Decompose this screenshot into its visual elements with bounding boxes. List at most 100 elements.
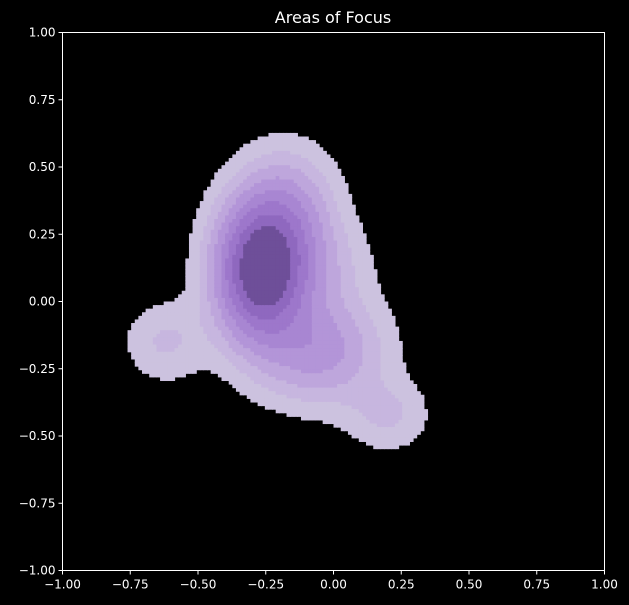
density-cell xyxy=(311,330,317,335)
density-cell xyxy=(149,344,154,349)
density-cell xyxy=(192,254,197,260)
density-cell xyxy=(214,219,219,224)
density-cell xyxy=(340,233,345,238)
density-cell xyxy=(340,276,345,281)
density-cell xyxy=(293,247,298,252)
density-cell xyxy=(366,323,371,328)
density-cell xyxy=(326,315,331,321)
density-cell xyxy=(369,427,374,432)
density-cell xyxy=(170,369,176,374)
density-cell xyxy=(192,240,197,245)
density-cell xyxy=(290,254,295,260)
density-cell xyxy=(264,147,270,152)
density-cell xyxy=(243,369,248,374)
density-cell xyxy=(355,297,360,303)
density-cell xyxy=(250,247,255,252)
density-cell xyxy=(254,351,259,356)
density-cell xyxy=(351,358,356,364)
density-cell xyxy=(366,369,371,374)
density-cell xyxy=(207,301,212,306)
density-cell xyxy=(257,272,262,277)
density-cell xyxy=(347,297,353,303)
density-cell xyxy=(394,344,400,349)
density-cell xyxy=(279,362,284,367)
density-cell xyxy=(380,358,385,364)
density-cell xyxy=(235,244,241,249)
density-cell xyxy=(243,258,248,263)
density-cell xyxy=(412,394,418,399)
density-cell xyxy=(369,330,374,335)
density-cell xyxy=(398,351,403,356)
density-cell xyxy=(239,301,244,306)
density-cell xyxy=(286,168,291,173)
density-cell xyxy=(340,262,345,267)
density-cell xyxy=(243,355,248,360)
density-cell xyxy=(235,366,241,371)
density-cell xyxy=(297,326,302,331)
density-cell xyxy=(272,326,277,331)
density-cell xyxy=(192,258,197,263)
density-cell xyxy=(272,337,277,342)
density-cell xyxy=(272,355,277,360)
density-cell xyxy=(286,251,291,256)
plot-area xyxy=(127,132,429,450)
density-cell xyxy=(362,383,367,389)
density-cell xyxy=(250,391,255,396)
density-cell xyxy=(286,258,291,263)
density-cell xyxy=(358,305,363,310)
density-cell xyxy=(279,175,284,181)
density-cell xyxy=(279,290,284,295)
density-cell xyxy=(257,222,262,227)
density-cell xyxy=(387,412,392,417)
density-cell xyxy=(376,416,382,421)
density-cell xyxy=(347,265,353,270)
density-cell xyxy=(304,373,309,378)
x-tick-label: −1.00 xyxy=(44,578,81,592)
density-cell xyxy=(257,179,262,184)
density-cell xyxy=(228,197,233,202)
density-cell xyxy=(217,190,223,195)
density-cell xyxy=(300,247,306,252)
density-cell xyxy=(217,175,223,181)
density-cell xyxy=(373,437,378,442)
density-cell xyxy=(308,165,313,170)
density-cell xyxy=(228,262,233,267)
density-cell xyxy=(228,315,233,321)
density-cell xyxy=(387,369,392,374)
density-cell xyxy=(268,337,273,342)
density-cell xyxy=(326,229,331,234)
density-cell xyxy=(322,308,327,313)
density-cell xyxy=(286,305,291,310)
density-cell xyxy=(297,279,302,285)
density-cell xyxy=(264,254,270,260)
density-cell xyxy=(243,179,248,184)
density-cell xyxy=(246,215,251,220)
density-cell xyxy=(246,219,251,224)
density-cell xyxy=(344,340,349,346)
density-cell xyxy=(261,355,266,360)
density-cell xyxy=(246,168,251,173)
density-cell xyxy=(228,204,233,209)
density-cell xyxy=(203,229,208,234)
density-cell xyxy=(268,204,273,209)
density-cell xyxy=(174,315,179,321)
density-cell xyxy=(243,373,248,378)
density-cell xyxy=(282,333,288,338)
density-cell xyxy=(366,258,371,263)
density-cell xyxy=(250,244,255,249)
density-cell xyxy=(272,197,277,202)
density-cell xyxy=(221,168,226,173)
density-cell xyxy=(282,351,288,356)
density-cell xyxy=(279,172,284,177)
density-cell xyxy=(254,161,259,166)
density-cell xyxy=(221,376,226,382)
density-cell xyxy=(196,323,201,328)
density-cell xyxy=(315,219,320,224)
density-cell xyxy=(394,416,400,421)
density-cell xyxy=(188,265,194,270)
density-cell xyxy=(387,441,392,446)
density-cell xyxy=(369,401,374,407)
density-cell xyxy=(141,330,147,335)
density-cell xyxy=(235,301,241,306)
density-cell xyxy=(239,283,244,288)
